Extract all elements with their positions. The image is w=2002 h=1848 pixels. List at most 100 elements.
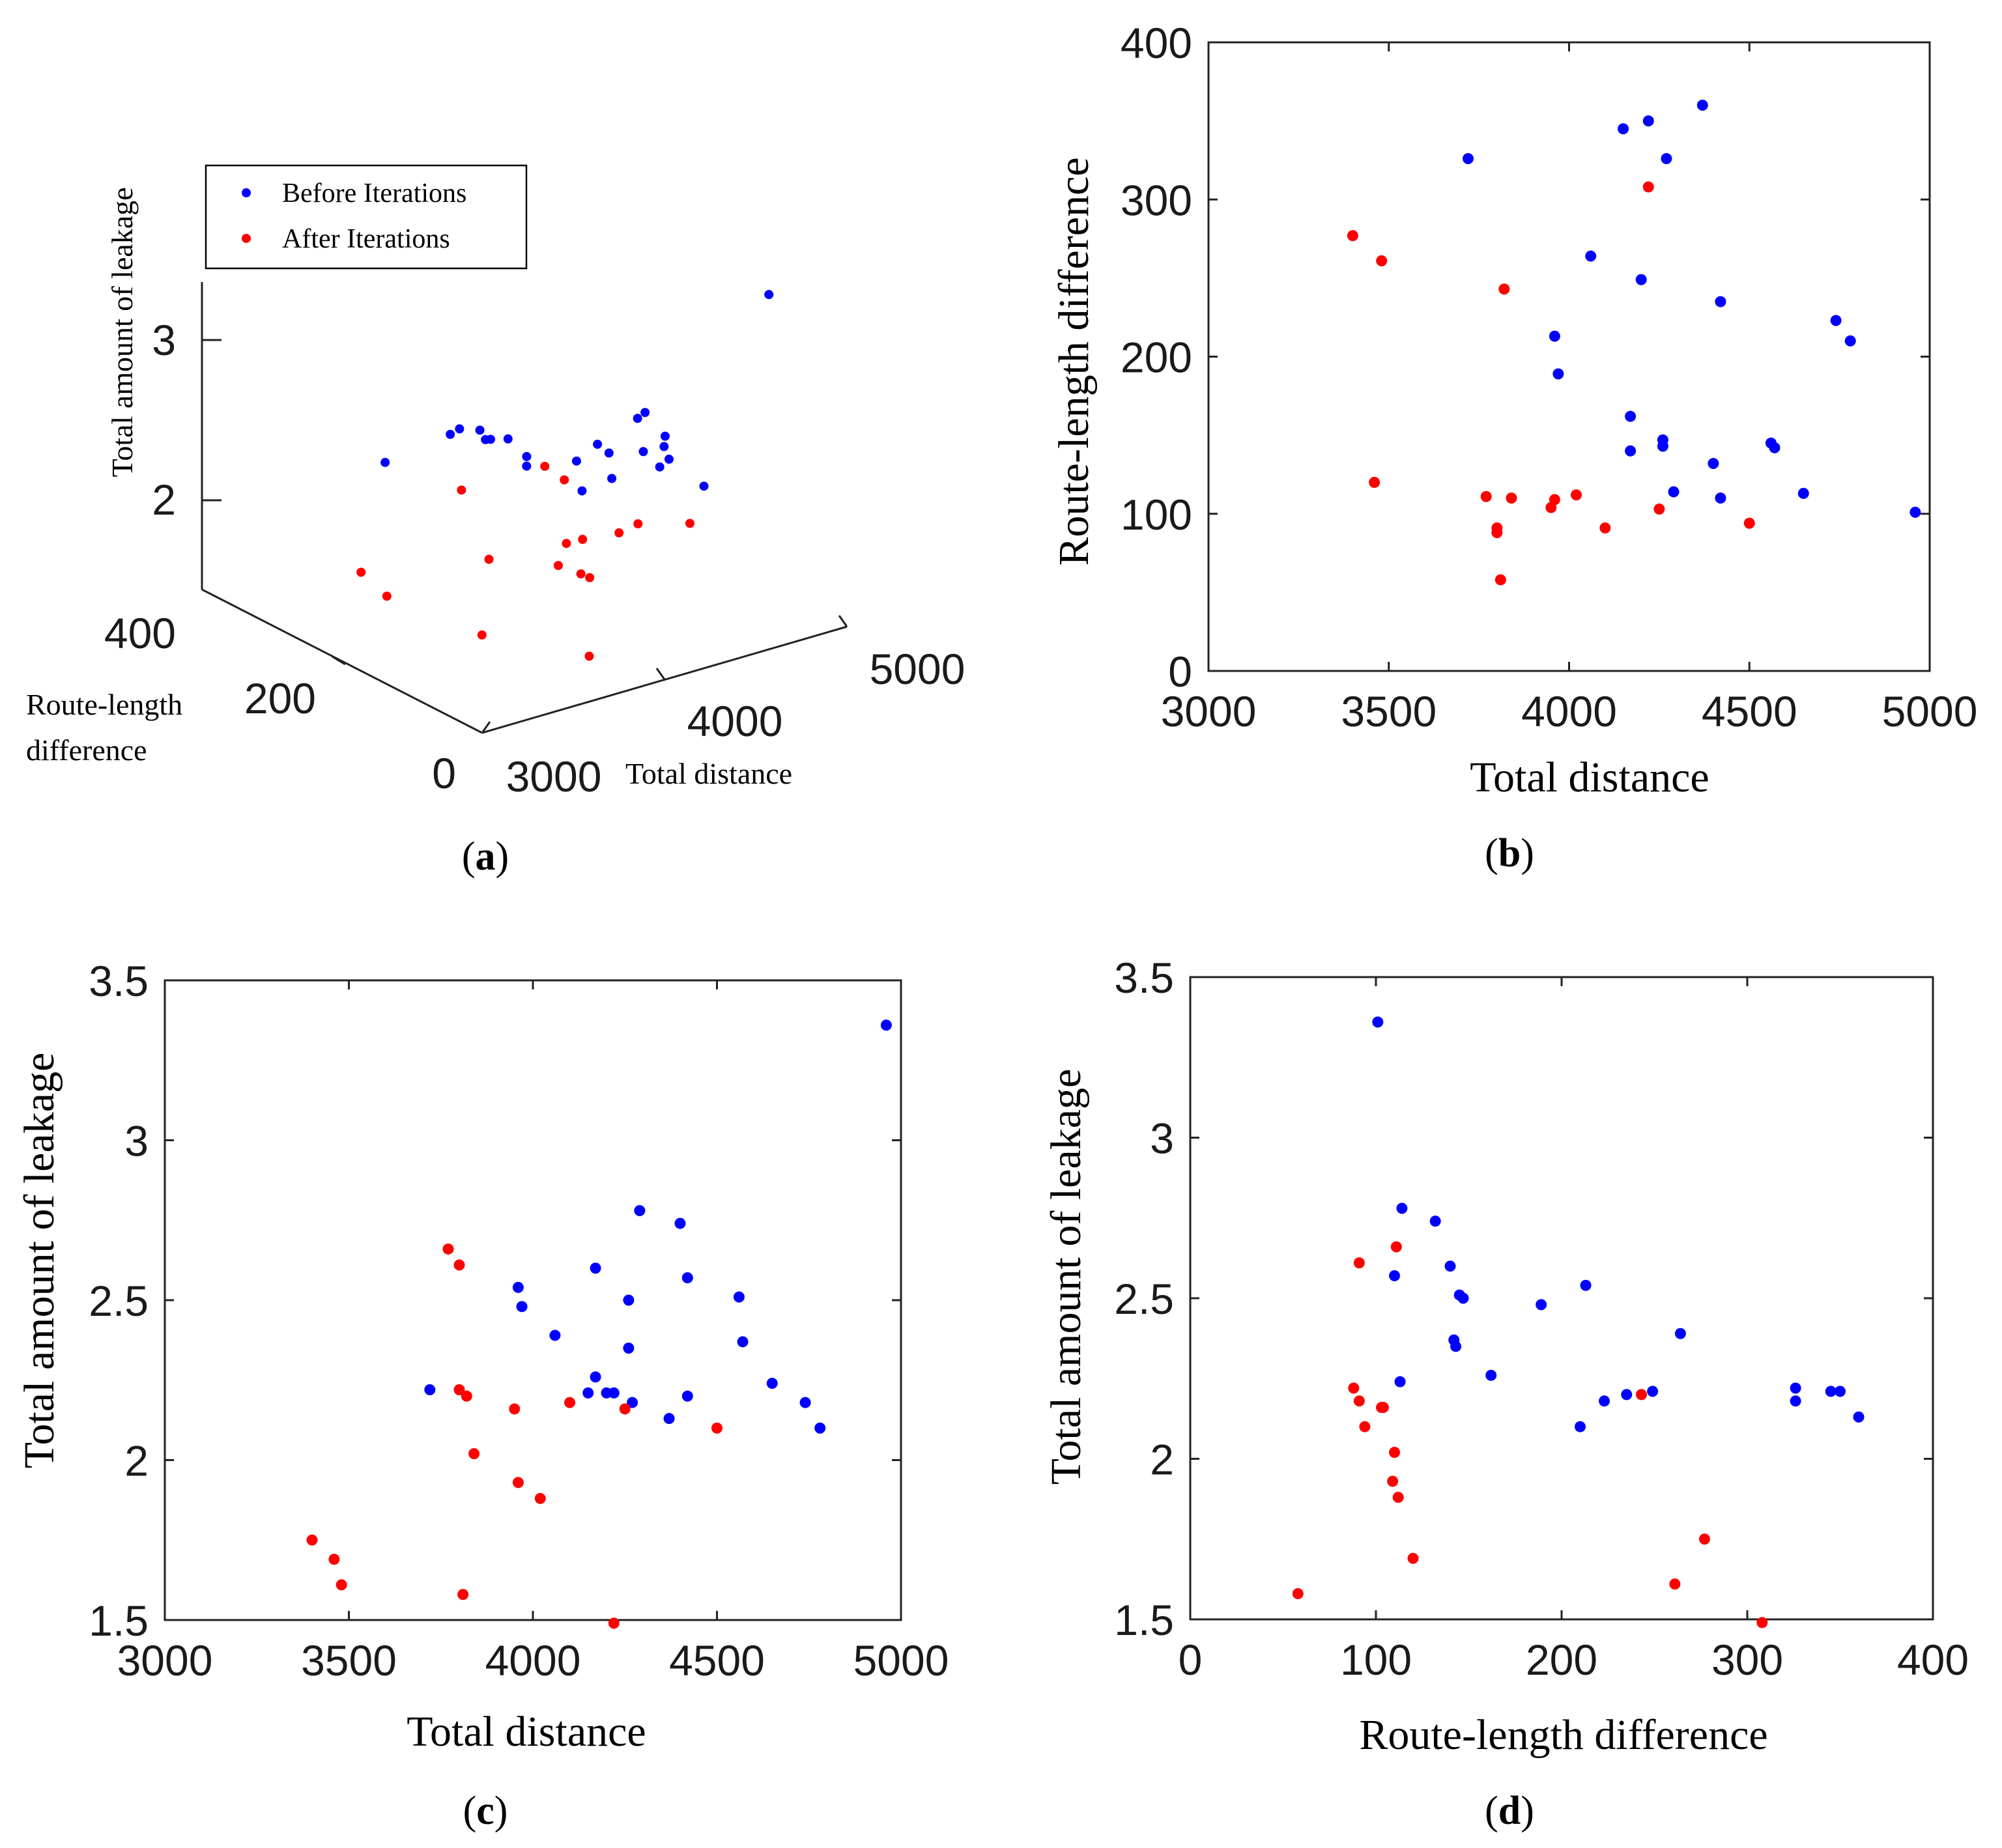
point-c-after-14 [619,1403,631,1415]
label-a-y-line1: Route-length [26,688,182,721]
xtick-c-2: 4000 [485,1636,581,1685]
point-c-before-5 [549,1329,561,1341]
xtick-b-4: 5000 [1882,687,1978,735]
ytick-c-1: 2 [124,1437,149,1485]
ytick-c-3: 3 [124,1117,149,1165]
point-b-before-4 [1696,100,1708,111]
xtick-b-3: 4500 [1702,687,1797,735]
point-b-before-3 [1661,153,1672,165]
points-a [356,290,774,661]
point-b-after-2 [1376,255,1388,266]
point-b-after-3 [1480,490,1492,502]
point-b-before-15 [1715,492,1726,504]
caption-b: (b) [1485,831,1534,875]
plot-frame-b [1207,41,1931,672]
tick-a-y-400: 400 [104,609,176,657]
point-c-before-19 [799,1397,811,1408]
point-a-after-10 [576,569,586,579]
point-a-before-17 [664,454,674,464]
panel-b: 3000 3500 4000 4500 5000 0 100 200 300 400 Total … [1050,19,1977,875]
point-d-before-13 [1396,1202,1408,1214]
point-b-before-21 [1909,506,1921,518]
xtick-d-0: 0 [1179,1636,1203,1684]
point-d-before-0 [1790,1382,1801,1394]
point-c-before-9 [590,1371,601,1383]
label-a-y-line2: difference [26,733,147,767]
points-c [306,1019,892,1629]
point-d-before-18 [1394,1376,1406,1387]
label-a-z: Total amount of leakage [106,187,139,477]
point-b-after-0 [1347,230,1358,242]
ytick-d-2: 2.5 [1114,1275,1174,1323]
point-d-after-1 [1407,1552,1419,1564]
caption-d: (d) [1485,1789,1534,1833]
ytick-c-4: 3.5 [89,957,149,1005]
ytick-b-4: 400 [1121,19,1192,67]
point-d-before-5 [1674,1328,1686,1339]
point-a-after-4 [560,475,569,485]
ytick-d-4: 3.5 [1114,954,1174,1002]
axis-a-x [481,625,848,734]
point-a-after-7 [457,485,466,495]
ytick-d-0: 1.5 [1114,1596,1174,1644]
xtick-d-1: 100 [1340,1636,1412,1684]
point-d-before-22 [1621,1389,1633,1400]
point-b-before-13 [1668,486,1680,498]
point-c-before-21 [880,1019,892,1031]
point-c-before-6 [601,1387,612,1399]
point-b-after-5 [1491,527,1503,539]
point-c-before-16 [733,1291,745,1303]
point-d-before-9 [1485,1369,1497,1381]
point-a-after-14 [633,519,643,529]
point-c-before-22 [681,1390,693,1402]
point-b-before-22 [1715,296,1726,307]
ytick-c-0: 1.5 [89,1597,149,1645]
point-b-before-0 [1463,153,1474,165]
point-b-before-12 [1657,440,1668,452]
point-b-before-8 [1552,368,1564,380]
point-d-after-7 [1636,1389,1648,1400]
point-d-before-7 [1580,1279,1592,1291]
point-d-after-14 [1376,1402,1388,1414]
point-d-before-16 [1453,1289,1465,1301]
point-a-before-8 [522,451,532,461]
point-d-before-20 [1575,1421,1586,1432]
point-a-before-14 [640,408,650,418]
point-c-before-15 [681,1272,693,1284]
xtick-c-4: 5000 [853,1636,949,1685]
point-d-before-3 [1790,1395,1801,1407]
point-b-before-1 [1618,123,1629,135]
point-a-after-15 [685,519,694,528]
point-c-before-14 [674,1217,686,1229]
point-b-before-10 [1625,445,1637,457]
point-c-after-5 [453,1384,465,1395]
xtick-d-3: 300 [1711,1636,1783,1684]
legend-box [205,164,528,270]
ylabel-d: Total amount of leakage [1042,1069,1090,1485]
point-d-before-14 [1429,1215,1441,1227]
point-d-before-6 [1647,1386,1659,1397]
label-a-x: Total distance [625,757,792,790]
ylabel-c: Total amount of leakage [16,1053,63,1469]
point-d-after-8 [1389,1447,1400,1458]
point-d-after-12 [1353,1395,1365,1407]
tick-a-z-2: 2 [152,476,176,524]
point-c-before-18 [766,1378,778,1389]
xtick-c-1: 3500 [301,1636,397,1685]
point-d-after-13 [1756,1617,1768,1628]
plot-frame-d [1189,976,1934,1621]
tick-a-y-200: 200 [244,674,316,722]
point-c-after-12 [564,1397,575,1408]
point-a-after-13 [484,554,494,564]
point-b-after-10 [1549,494,1560,505]
point-a-before-16 [660,431,670,441]
point-a-before-1 [446,429,455,439]
tick-a-y-0: 0 [432,749,456,797]
point-c-before-0 [424,1384,436,1395]
point-c-after-4 [453,1259,465,1271]
point-b-before-19 [1830,315,1842,326]
xtick-d-2: 200 [1526,1636,1597,1684]
point-d-before-2 [1835,1386,1846,1397]
panel-c: 3000 3500 4000 4500 5000 1.5 2 2.5 3 3.5 Total di… [16,957,949,1833]
point-d-after-4 [1353,1257,1365,1269]
